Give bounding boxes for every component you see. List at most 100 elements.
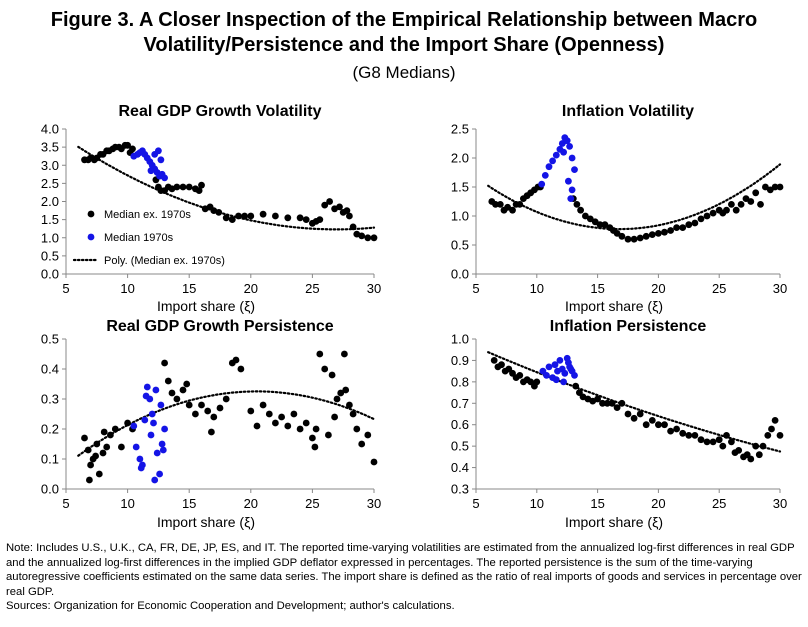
x-tick-label: 20 <box>651 281 665 296</box>
y-tick-label: 1.0 <box>451 332 469 347</box>
x-tick-label: 30 <box>773 281 787 296</box>
point-median-1970s <box>565 359 572 366</box>
point-median-ex-1970s <box>709 209 717 217</box>
note-text: Note: Includes U.S., U.K., CA, FR, DE, J… <box>6 542 802 598</box>
point-median-ex-1970s <box>764 432 772 439</box>
point-median-ex-1970s <box>173 395 181 403</box>
point-median-ex-1970s <box>195 187 203 195</box>
point-median-ex-1970s <box>728 438 735 446</box>
point-median-ex-1970s <box>124 419 131 427</box>
charts-area: Real GDP Growth Volatility 0.0 0.5 1.0 1.5 2.… <box>41 103 787 530</box>
x-tick-label: 25 <box>305 281 319 296</box>
point-median-1970s <box>560 378 567 386</box>
x-axis-label: Import share (ξ) <box>565 514 663 530</box>
point-median-ex-1970s <box>618 232 626 240</box>
point-median-ex-1970s <box>771 183 779 191</box>
point-median-ex-1970s <box>241 212 249 220</box>
point-median-1970s <box>571 372 578 379</box>
point-median-ex-1970s <box>309 434 316 442</box>
point-median-ex-1970s <box>210 413 218 421</box>
y-tick-label: 0.4 <box>451 460 469 475</box>
y-tick-label: 1.0 <box>451 209 469 224</box>
point-median-ex-1970s <box>296 425 304 433</box>
point-median-ex-1970s <box>93 440 101 448</box>
point-median-ex-1970s <box>247 407 255 415</box>
x-tick-label: 5 <box>62 281 69 296</box>
point-median-ex-1970s <box>364 234 372 242</box>
point-median-ex-1970s <box>215 209 223 216</box>
point-median-ex-1970s <box>86 476 93 484</box>
point-median-ex-1970s <box>661 228 668 236</box>
point-median-ex-1970s <box>343 207 351 215</box>
y-tick-label: 0.3 <box>41 392 59 407</box>
point-median-ex-1970s <box>630 235 638 243</box>
point-median-1970s <box>153 449 161 457</box>
point-median-ex-1970s <box>747 198 755 205</box>
point-median-1970s <box>565 177 572 185</box>
point-median-ex-1970s <box>259 401 267 409</box>
point-median-ex-1970s <box>490 357 498 364</box>
point-median-1970s <box>142 392 150 400</box>
y-tick-label: 3.0 <box>41 158 59 173</box>
point-median-1970s <box>147 431 155 439</box>
point-median-ex-1970s <box>321 201 329 209</box>
point-median-ex-1970s <box>636 234 644 242</box>
point-median-ex-1970s <box>685 432 693 439</box>
x-axis-label: Import share (ξ) <box>157 514 255 530</box>
y-tick-label: 0.4 <box>41 362 59 377</box>
figure-title-line1: Figure 3. A Closer Inspection of the Emp… <box>50 9 758 31</box>
y-tick-label: 0.6 <box>451 417 469 432</box>
point-median-ex-1970s <box>697 215 705 223</box>
point-median-ex-1970s <box>253 422 261 430</box>
point-median-ex-1970s <box>92 452 99 460</box>
point-median-ex-1970s <box>100 428 108 436</box>
point-median-ex-1970s <box>325 431 332 439</box>
point-median-ex-1970s <box>198 181 205 189</box>
point-median-1970s <box>561 369 569 377</box>
legend-poly-label: Poly. (Median ex. 1970s) <box>104 255 225 267</box>
chart-title: Inflation Volatility <box>562 103 694 120</box>
point-median-1970s <box>568 186 576 194</box>
point-median-ex-1970s <box>679 224 687 232</box>
point-median-ex-1970s <box>496 201 504 208</box>
point-median-ex-1970s <box>342 386 350 394</box>
point-median-ex-1970s <box>655 421 662 429</box>
point-median-ex-1970s <box>232 356 240 364</box>
point-median-ex-1970s <box>349 223 357 231</box>
y-tick-label: 1.0 <box>41 230 59 245</box>
x-tick-label: 10 <box>120 496 134 511</box>
x-tick-label: 15 <box>590 496 604 511</box>
figure-title: Figure 3. A Closer Inspection of the Emp… <box>0 8 808 58</box>
point-median-1970s <box>161 174 169 182</box>
chart-title: Inflation Persistence <box>550 318 707 335</box>
point-median-ex-1970s <box>237 365 245 373</box>
legend-median-1970s-marker <box>87 233 95 241</box>
point-median-ex-1970s <box>735 447 743 454</box>
figure-title-line2: Volatility/Persistence and the Import Sh… <box>143 34 665 56</box>
point-median-ex-1970s <box>222 395 230 403</box>
point-median-ex-1970s <box>247 212 255 220</box>
point-median-ex-1970s <box>204 407 212 415</box>
point-median-1970s <box>130 422 138 430</box>
point-median-1970s <box>147 167 155 175</box>
point-median-ex-1970s <box>336 203 343 211</box>
point-median-1970s <box>538 180 546 188</box>
point-median-ex-1970s <box>341 350 348 358</box>
point-median-ex-1970s <box>709 438 717 446</box>
point-median-1970s <box>567 195 575 203</box>
point-median-ex-1970s <box>296 214 304 222</box>
point-median-ex-1970s <box>183 380 191 388</box>
point-median-ex-1970s <box>358 440 366 448</box>
point-median-ex-1970s <box>103 443 111 451</box>
point-median-ex-1970s <box>762 183 769 191</box>
point-median-ex-1970s <box>168 389 176 397</box>
point-median-ex-1970s <box>757 201 764 208</box>
point-median-ex-1970s <box>667 427 674 435</box>
point-median-ex-1970s <box>572 382 580 390</box>
x-tick-label: 10 <box>120 281 134 296</box>
point-median-ex-1970s <box>326 198 333 205</box>
x-tick-label: 15 <box>590 281 604 296</box>
point-median-1970s <box>151 476 159 484</box>
point-median-ex-1970s <box>776 183 784 191</box>
point-median-ex-1970s <box>752 442 760 450</box>
